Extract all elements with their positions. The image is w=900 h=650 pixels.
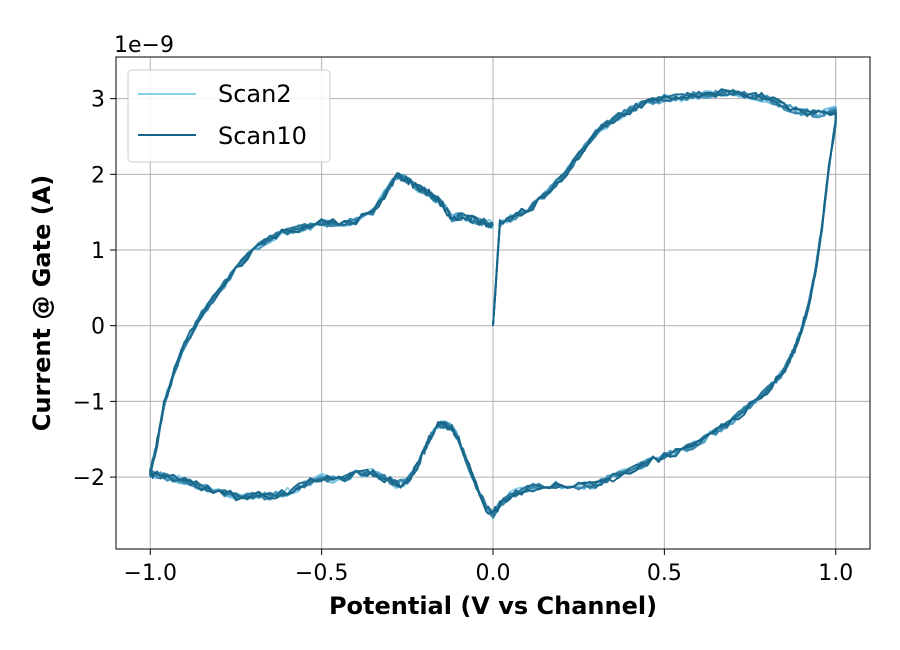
y-axis-label: Current @ Gate (A) (28, 175, 56, 431)
x-tick-label: 1.0 (818, 561, 853, 586)
series-line-scan10 (149, 88, 837, 515)
x-tick-label: −0.5 (295, 561, 348, 586)
y-tick-label: −2 (73, 466, 105, 491)
legend-label-scan10: Scan10 (218, 122, 307, 150)
y-tick-label: −1 (73, 390, 105, 415)
y-tick-label: 1 (91, 239, 105, 264)
plot-lines (149, 88, 837, 520)
x-axis-ticks: −1.0 −0.5 0.0 0.5 1.0 (124, 549, 853, 586)
x-tick-label: −1.0 (124, 561, 177, 586)
y-offset-label: 1e−9 (114, 33, 174, 58)
grid-lines (116, 57, 870, 549)
y-tick-label: 3 (91, 88, 105, 113)
legend-label-scan2: Scan2 (218, 80, 292, 108)
y-axis-ticks: −2 −1 0 1 2 3 (73, 88, 116, 491)
x-tick-label: 0.0 (476, 561, 511, 586)
legend: Scan2 Scan10 (127, 69, 331, 163)
series-line-scan (149, 91, 837, 513)
y-tick-label: 2 (91, 163, 105, 188)
x-axis-label: Potential (V vs Channel) (329, 592, 657, 620)
x-tick-label: 0.5 (647, 561, 682, 586)
y-tick-label: 0 (91, 315, 105, 340)
